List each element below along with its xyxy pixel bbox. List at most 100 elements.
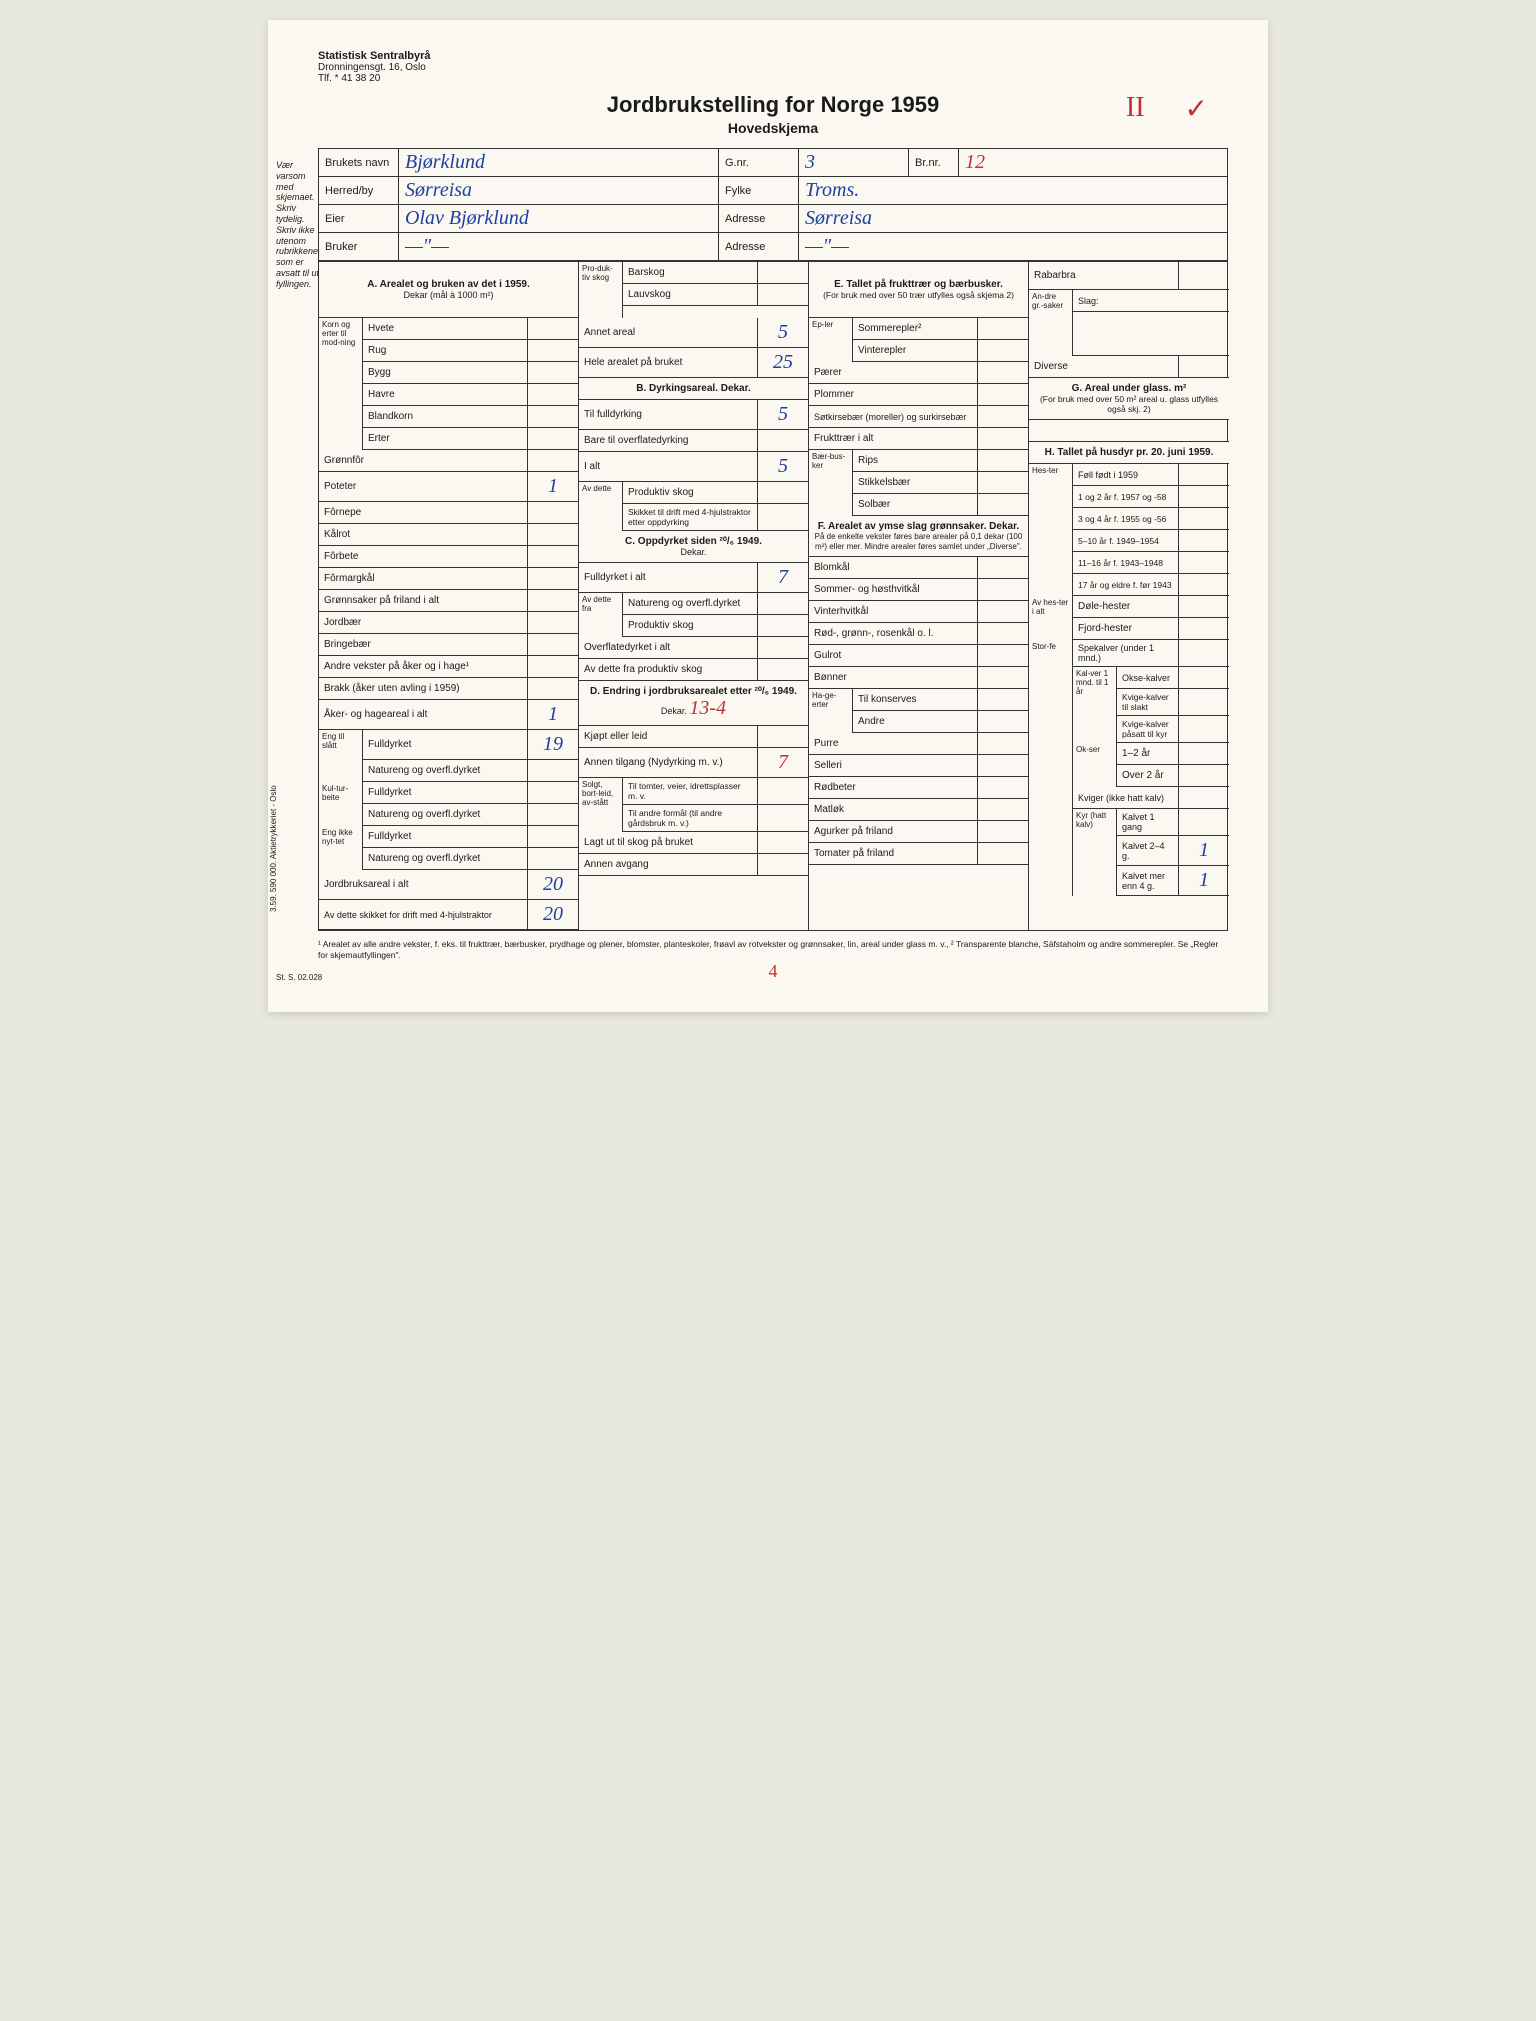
row-kviger: Kviger (ikke hatt kalv) (1073, 787, 1179, 809)
val-adresse2: —"— (805, 235, 849, 258)
row-sommer-host: Sommer- og høsthvitkål (809, 579, 978, 601)
val-jordbruk-alt: 20 (543, 873, 563, 896)
row-brakk: Brakk (åker uten avling i 1959) (319, 678, 528, 700)
row-ei-full: Fulldyrket (363, 826, 528, 848)
label-adresse1: Adresse (719, 205, 799, 233)
side-instructions: Vær varsom med skjemaet. Skriv tydelig. … (276, 160, 324, 290)
letterhead: Statistisk Sentralbyrå Dronningensgt. 16… (318, 50, 1228, 84)
val-fylke: Troms. (805, 179, 859, 202)
okser-group: Ok-ser 1–2 år Over 2 år (1073, 743, 1229, 787)
section-c-header: C. Oppdyrket siden ²⁰/₆ 1949. Dekar. (579, 531, 808, 563)
row-kvige-slakt: Kvige-kalver til slakt (1117, 689, 1179, 716)
check-mark: ✓ (1185, 92, 1208, 126)
row-diverse: Diverse (1029, 356, 1179, 378)
row-solbaer: Solbær (853, 494, 978, 516)
form-title: Jordbrukstelling for Norge 1959 (318, 92, 1228, 118)
epler-label: Ep-ler (809, 318, 853, 362)
column-b: Pro-duk-tiv skog Barskog Lauvskog Annet … (579, 262, 809, 930)
kulturbeite-label: Kul-tur-beite (319, 782, 363, 826)
row-vinterhvit: Vinterhvitkål (809, 601, 978, 623)
eng-slatt-label: Eng til slått (319, 730, 363, 782)
okser-label: Ok-ser (1073, 743, 1117, 787)
val-d-annen: 7 (778, 751, 788, 774)
baerbusker-group: Bær-bus-ker Rips Stikkelsbær Solbær (809, 450, 1028, 516)
row-c-over-alt: Overflatedyrket i alt (579, 637, 758, 659)
row-ei-nat: Natureng og overfl.dyrket (363, 848, 528, 870)
prodskog-label: Pro-duk-tiv skog (579, 262, 623, 318)
eng-ikke-label: Eng ikke nyt-tet (319, 826, 363, 870)
org-name: Statistisk Sentralbyrå (318, 50, 1228, 62)
row-b-skikket: Skikket til drift med 4-hjulstraktor ett… (623, 504, 758, 531)
row-slag: Slag: (1073, 290, 1229, 312)
row-jordbaer: Jordbær (319, 612, 528, 634)
korn-group: Korn og erter til mod-ning Hvete Rug Byg… (319, 318, 578, 450)
row-gronn-friland: Grønnsaker på friland i alt (319, 590, 528, 612)
g-blank (1029, 420, 1229, 442)
andre-gr-label: An-dre gr.-saker (1029, 290, 1073, 356)
row-spekalver: Spekalver (under 1 mnd.) (1073, 640, 1179, 667)
title-block: Jordbrukstelling for Norge 1959 Hovedskj… (318, 92, 1228, 136)
section-a-header: A. Arealet og bruken av det i 1959. Deka… (319, 262, 578, 318)
row-til-kons: Til konserves (853, 689, 978, 711)
org-addr: Dronningensgt. 16, Oslo (318, 62, 1228, 73)
d-solgt-label: Solgt, bort-leid, av-stått (579, 778, 623, 832)
row-selleri: Selleri (809, 755, 978, 777)
hester-label: Hes-ter (1029, 464, 1073, 596)
kyr-label: Kyr (hatt kalv) (1073, 809, 1117, 896)
label-fylke: Fylke (719, 177, 799, 205)
row-ar1-2b: 1–2 år (1117, 743, 1179, 765)
row-barskog: Barskog (623, 262, 758, 284)
row-ar3-4: 3 og 4 år f. 1955 og -56 (1073, 508, 1179, 530)
val-annet: 5 (778, 321, 788, 344)
row-kalvet1: Kalvet 1 gang (1117, 809, 1179, 836)
kyr-group: Kyr (hatt kalv) Kalvet 1 gang Kalvet 2–4… (1073, 809, 1229, 896)
row-formargkal: Fôrmargkål (319, 568, 528, 590)
row-rodbeter: Rødbeter (809, 777, 978, 799)
label-eier: Eier (319, 205, 399, 233)
row-ar1-2: 1 og 2 år f. 1957 og -58 (1073, 486, 1179, 508)
row-dole: Døle-hester (1073, 596, 1179, 618)
row-ar17: 17 år og eldre f. før 1943 (1073, 574, 1179, 596)
row-ar5-10: 5–10 år f. 1949–1954 (1073, 530, 1179, 552)
main-grid: A. Arealet og bruken av det i 1959. Deka… (318, 261, 1228, 931)
row-d-avgang: Annen avgang (579, 854, 758, 876)
c-avdette-label: Av dette fra (579, 593, 623, 637)
korn-label: Korn og erter til mod-ning (319, 318, 363, 450)
header-table: Brukets navn Bjørklund G.nr. 3 Br.nr. 12… (318, 148, 1228, 261)
row-gronnfor: Grønnfôr (319, 450, 528, 472)
label-bruker: Bruker (319, 233, 399, 261)
row-blomkal: Blomkål (809, 557, 978, 579)
label-brukets-navn: Brukets navn (319, 149, 399, 177)
row-plommer: Plommer (809, 384, 978, 406)
eng-slatt-group: Eng til slått Fulldyrket19 Natureng og o… (319, 730, 578, 782)
row-b-ialt: I alt (579, 452, 758, 482)
val-hele: 25 (773, 351, 793, 374)
avhester-group: Av hes-ter i alt Døle-hester Fjord-heste… (1029, 596, 1229, 640)
section-g-header: G. Areal under glass. m² (For bruk med o… (1029, 378, 1229, 420)
row-fjord: Fjord-hester (1073, 618, 1179, 640)
row-rips: Rips (853, 450, 978, 472)
row-rug: Rug (363, 340, 528, 362)
row-aker-hage: Åker- og hageareal i alt (319, 700, 528, 730)
section-h-header: H. Tallet på husdyr pr. 20. juni 1959. (1029, 442, 1229, 464)
val-poteter: 1 (548, 475, 558, 498)
val-brukets-navn: Bjørklund (405, 151, 485, 174)
row-he-andre: Andre (853, 711, 978, 733)
val-til-full: 5 (778, 403, 788, 426)
form-page: Statistisk Sentralbyrå Dronningensgt. 16… (268, 20, 1268, 1012)
row-c-full-alt: Fulldyrket i alt (579, 563, 758, 593)
row-purre: Purre (809, 733, 978, 755)
slag-blank (1073, 312, 1229, 356)
row-okse-kalver: Okse-kalver (1117, 667, 1179, 689)
avhester-label: Av hes-ter i alt (1029, 596, 1073, 640)
row-foll: Føll født i 1959 (1073, 464, 1179, 486)
row-kalvet2-4: Kalvet 2–4 g. (1117, 836, 1179, 866)
row-b-prodskog: Produktiv skog (623, 482, 758, 504)
row-avdette-skikket: Av dette skikket for drift med 4-hjulstr… (319, 900, 528, 930)
column-a: A. Arealet og bruken av det i 1959. Deka… (319, 262, 579, 930)
row-bygg: Bygg (363, 362, 528, 384)
row-erter: Erter (363, 428, 528, 450)
row-annet-areal: Annet areal (579, 318, 758, 348)
row-c-avdette-prod: Av dette fra produktiv skog (579, 659, 758, 681)
row-hele-areal: Hele arealet på bruket (579, 348, 758, 378)
